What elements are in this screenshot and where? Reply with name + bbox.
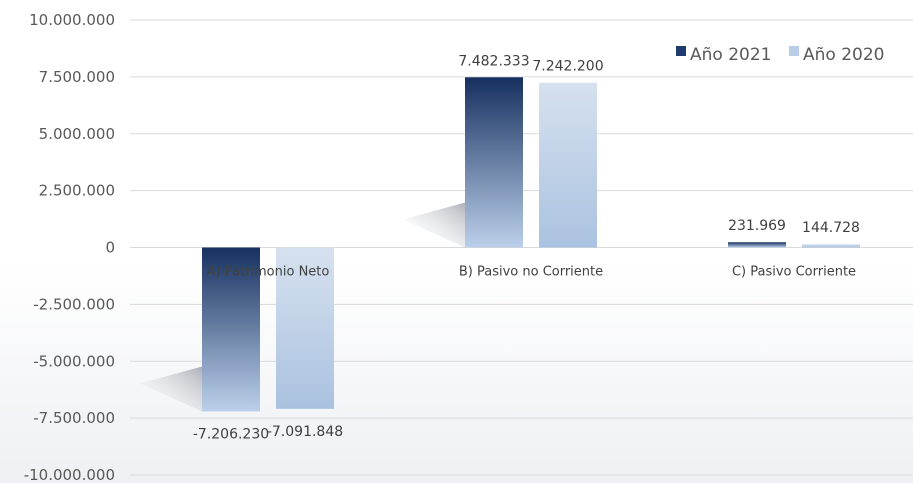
bar-year-2020 (802, 244, 860, 248)
y-tick-label: -5.000.000 (33, 352, 115, 370)
data-label: -7.206.230 (193, 426, 269, 442)
data-label: 7.242.200 (532, 59, 603, 75)
category-labels: A) Patrimonio Neto B) Pasivo no Corriente… (207, 265, 856, 280)
bar-year-2021 (728, 242, 786, 248)
category-label: A) Patrimonio Neto (207, 265, 330, 280)
bar-year-2021 (202, 247, 260, 412)
data-label: 7.482.333 (458, 53, 529, 69)
legend: Año 2021 Año 2020 (676, 45, 884, 65)
y-tick-label: 10.000.000 (29, 11, 115, 29)
legend-label: Año 2020 (803, 45, 884, 65)
bar-year-2020 (539, 82, 597, 248)
legend-label: Año 2021 (690, 45, 771, 65)
y-tick-label: 0 (105, 239, 115, 257)
category-label: B) Pasivo no Corriente (459, 265, 603, 280)
y-tick-label: 7.500.000 (39, 68, 115, 86)
y-tick-label: -2.500.000 (33, 295, 115, 313)
bars (202, 77, 860, 412)
bar-shadow (140, 366, 202, 412)
category-label: C) Pasivo Corriente (732, 265, 856, 280)
data-label: 231.969 (728, 218, 786, 234)
legend-swatch (789, 46, 799, 56)
bar-shadow (403, 202, 465, 248)
legend-swatch (676, 46, 686, 56)
y-tick-label: -7.500.000 (33, 409, 115, 427)
bar-year-2021 (465, 77, 523, 248)
bar-shadows (140, 202, 465, 412)
y-tick-label: 5.000.000 (39, 125, 115, 143)
data-labels: -7.206.230-7.091.848 7.482.333 7.242.200 23… (193, 53, 860, 442)
y-tick-label: 2.500.000 (39, 182, 115, 200)
y-tick-label: -10.000.000 (24, 466, 115, 483)
bar-year-2020 (276, 247, 334, 409)
data-label: -7.091.848 (267, 424, 343, 440)
data-label: 144.728 (802, 220, 860, 236)
y-axis-tick-labels: 10.000.000 7.500.000 5.000.000 2.500.000 0 -2… (24, 11, 115, 483)
